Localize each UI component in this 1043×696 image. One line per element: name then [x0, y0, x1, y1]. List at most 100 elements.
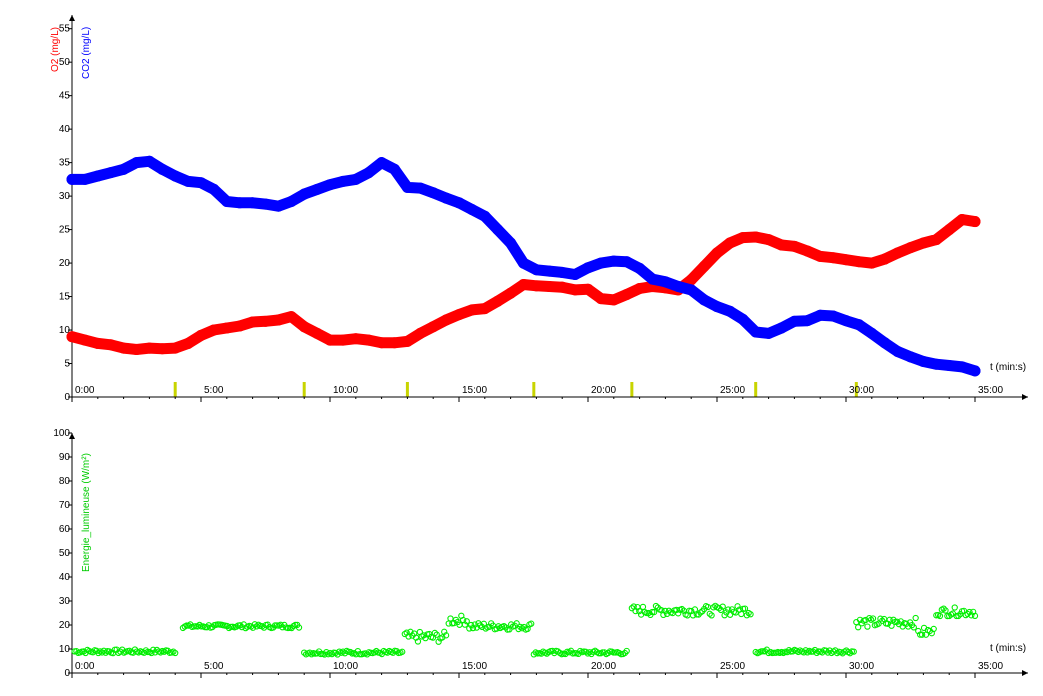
data-point-o2 — [440, 314, 452, 326]
data-point-energie — [966, 608, 973, 616]
data-point-co2 — [892, 345, 904, 357]
top-y-tick-label: 55 — [59, 24, 71, 35]
data-point-o2 — [466, 304, 478, 316]
data-point-energie — [469, 624, 477, 632]
top-x-tick-label: 30:00 — [849, 385, 874, 396]
data-point-energie — [738, 610, 745, 618]
data-point-energie — [295, 624, 303, 631]
data-point-co2 — [659, 276, 671, 288]
data-point-o2 — [298, 321, 310, 333]
data-point-co2 — [621, 256, 633, 268]
data-point-co2 — [763, 327, 775, 339]
data-point-o2 — [492, 295, 504, 307]
bottom-x-tick-label: 30:00 — [849, 661, 874, 672]
data-point-co2 — [156, 163, 168, 175]
data-point-o2 — [750, 231, 762, 243]
event-marker — [630, 382, 634, 397]
data-point-o2 — [389, 337, 400, 349]
data-point-o2 — [195, 329, 207, 341]
data-point-o2 — [66, 331, 78, 343]
data-point-energie — [582, 648, 589, 655]
data-point-co2 — [66, 173, 78, 185]
data-point-co2 — [492, 224, 504, 236]
data-point-co2 — [776, 322, 787, 334]
data-point-energie — [866, 614, 873, 622]
data-point-co2 — [956, 361, 968, 373]
data-point-energie — [623, 647, 630, 655]
data-point-o2 — [788, 240, 800, 252]
data-point-energie — [172, 649, 179, 657]
data-point-o2 — [905, 242, 916, 254]
data-point-co2 — [737, 313, 749, 325]
data-point-o2 — [595, 293, 607, 305]
data-point-o2 — [363, 334, 375, 346]
data-point-o2 — [221, 322, 233, 334]
data-point-co2 — [414, 182, 426, 194]
data-point-o2 — [840, 254, 852, 266]
event-marker — [173, 382, 177, 397]
data-point-o2 — [337, 334, 349, 346]
event-marker — [754, 382, 758, 397]
data-point-co2 — [337, 175, 349, 187]
top-series — [66, 155, 981, 377]
ylabel-energie: Energie_lumineuse (W/m²) — [81, 453, 92, 572]
data-point-co2 — [260, 198, 271, 210]
bottom-y-tick-label: 100 — [53, 428, 70, 439]
data-point-o2 — [776, 239, 787, 251]
bottom-x-tick-label: 10:00 — [333, 661, 358, 672]
data-point-co2 — [466, 204, 478, 215]
data-point-energie — [955, 612, 962, 620]
top-x-tick-label: 35:00 — [978, 385, 1003, 396]
data-point-energie — [869, 615, 877, 622]
data-point-co2 — [311, 183, 323, 195]
xlabel-top: t (min:s) — [990, 362, 1026, 373]
data-point-co2 — [272, 200, 284, 212]
data-point-co2 — [505, 237, 517, 249]
data-point-energie — [649, 608, 656, 616]
data-point-energie — [354, 647, 361, 655]
data-point-energie — [726, 611, 734, 618]
event-marker — [405, 382, 409, 397]
event-marker — [302, 382, 306, 397]
data-point-energie — [706, 610, 713, 617]
data-point-energie — [747, 611, 754, 618]
data-point-co2 — [750, 326, 762, 338]
data-point-energie — [236, 622, 244, 629]
bottom-x-tick-label: 20:00 — [591, 661, 616, 672]
top-y-tick-label: 45 — [59, 91, 71, 102]
top-y-tick-label: 35 — [59, 158, 71, 169]
data-point-energie — [650, 608, 658, 616]
data-point-energie — [486, 623, 493, 630]
data-point-energie — [148, 649, 155, 657]
top-x-tick-label: 0:00 — [75, 385, 95, 396]
data-point-co2 — [866, 327, 878, 339]
data-point-energie — [855, 624, 862, 631]
data-point-co2 — [401, 181, 413, 193]
data-point-co2 — [582, 262, 594, 274]
data-point-energie — [864, 623, 871, 630]
data-point-o2 — [505, 287, 517, 299]
top-y-tick-label: 15 — [59, 292, 71, 303]
data-point-co2 — [724, 305, 736, 317]
data-point-co2 — [556, 266, 568, 278]
data-point-o2 — [260, 315, 271, 327]
data-point-co2 — [788, 315, 800, 327]
bottom-x-tick-label: 0:00 — [75, 661, 95, 672]
top-y-tick-label: 25 — [59, 225, 71, 236]
top-x-tick-label: 25:00 — [720, 385, 745, 396]
top-y-tick-label: 30 — [59, 191, 71, 202]
data-point-o2 — [724, 237, 736, 249]
data-point-o2 — [247, 316, 259, 328]
data-point-energie — [846, 650, 854, 657]
top-x-tick-label: 15:00 — [462, 385, 487, 396]
data-point-o2 — [414, 327, 426, 339]
data-point-energie — [477, 622, 484, 629]
bottom-x-arrow — [1022, 670, 1028, 676]
data-point-co2 — [685, 284, 697, 296]
bottom-y-tick-label: 20 — [59, 620, 71, 631]
data-point-energie — [822, 647, 830, 654]
data-point-o2 — [956, 214, 968, 226]
data-point-co2 — [853, 319, 865, 331]
top-y-arrow — [69, 15, 75, 21]
